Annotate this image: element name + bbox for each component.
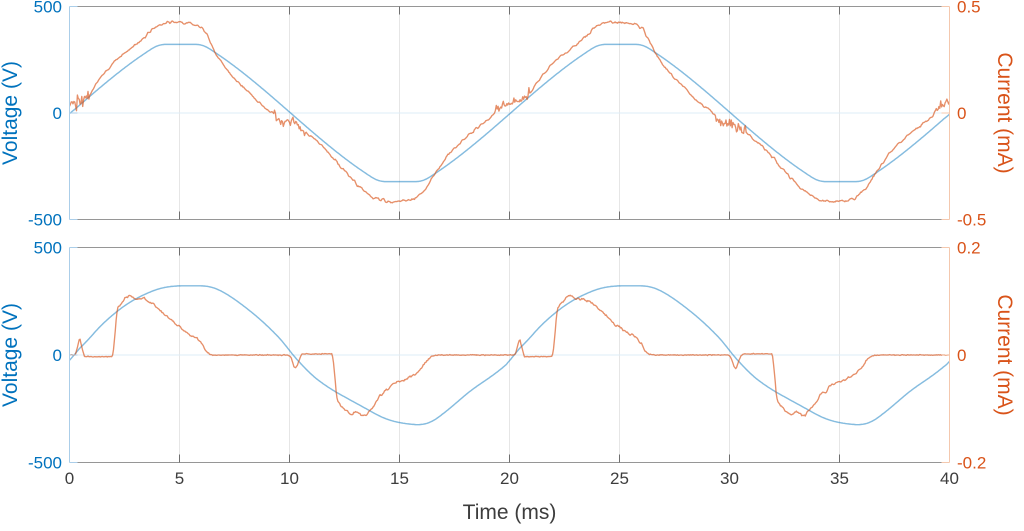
svg-text:0: 0 [65, 469, 74, 488]
svg-text:0: 0 [53, 104, 62, 123]
svg-text:500: 500 [34, 239, 62, 258]
svg-text:0: 0 [957, 346, 966, 365]
svg-text:500: 500 [34, 0, 62, 17]
svg-text:0: 0 [53, 346, 62, 365]
svg-text:-0.5: -0.5 [957, 211, 986, 230]
svg-text:Current (mA): Current (mA) [993, 52, 1016, 173]
svg-text:20: 20 [500, 469, 519, 488]
svg-text:-0.2: -0.2 [957, 454, 986, 473]
svg-text:0: 0 [957, 104, 966, 123]
svg-text:0.5: 0.5 [957, 0, 981, 17]
svg-text:Time (ms): Time (ms) [463, 501, 557, 524]
svg-text:-500: -500 [28, 454, 62, 473]
svg-text:Current (mA): Current (mA) [993, 294, 1016, 415]
svg-text:25: 25 [610, 469, 629, 488]
svg-text:10: 10 [280, 469, 299, 488]
svg-text:Voltage (V): Voltage (V) [0, 61, 22, 165]
svg-text:40: 40 [940, 469, 959, 488]
svg-text:Voltage (V): Voltage (V) [0, 303, 22, 407]
svg-text:0.2: 0.2 [957, 239, 981, 258]
svg-text:15: 15 [390, 469, 409, 488]
svg-text:30: 30 [720, 469, 739, 488]
svg-text:35: 35 [830, 469, 849, 488]
svg-text:-500: -500 [28, 211, 62, 230]
svg-text:5: 5 [175, 469, 184, 488]
